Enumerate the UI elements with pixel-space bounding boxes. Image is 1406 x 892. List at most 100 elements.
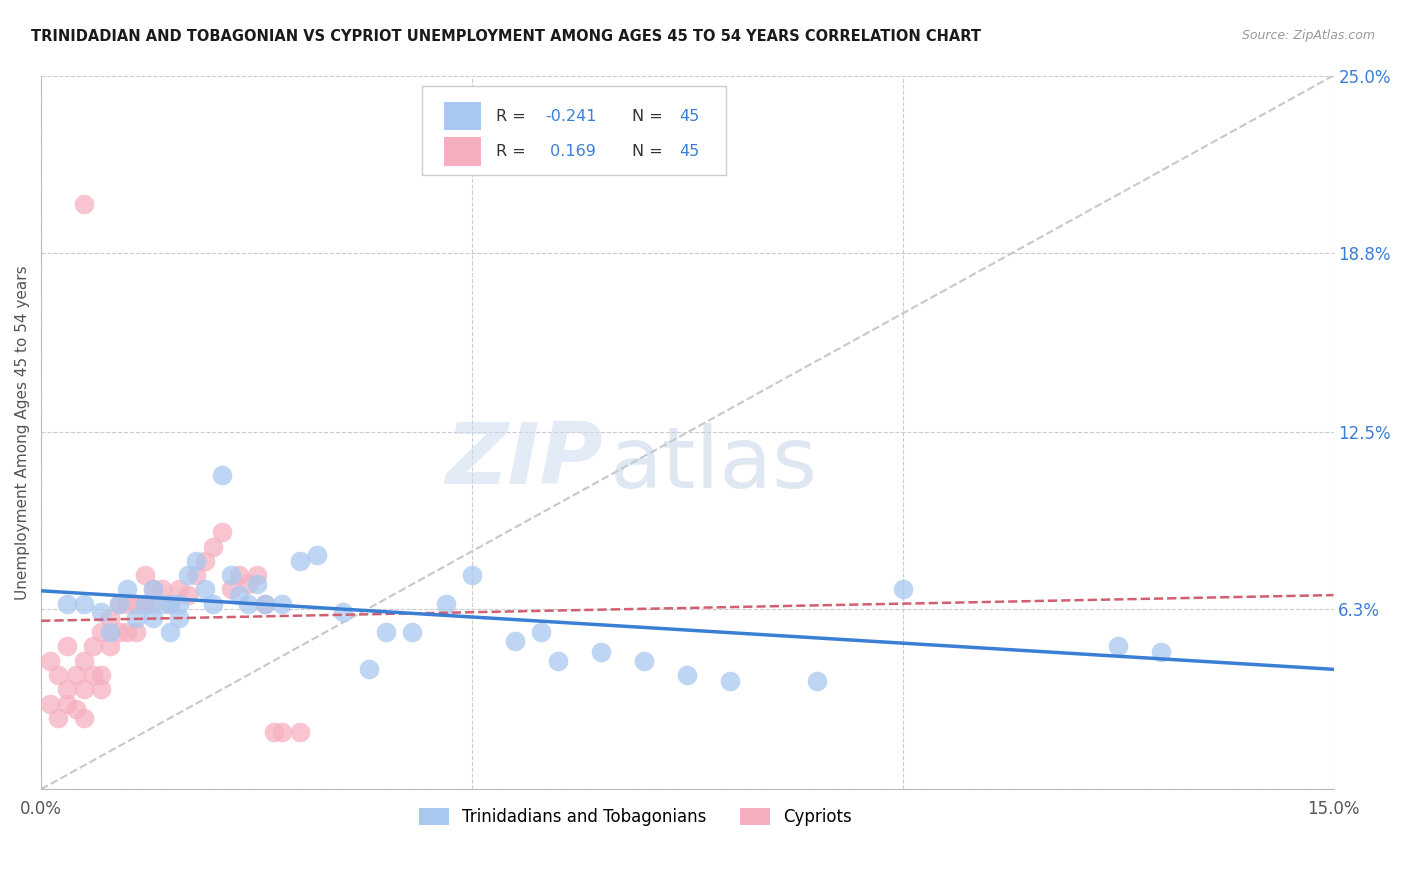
- Point: [254, 597, 277, 611]
- Point: [142, 611, 165, 625]
- Point: [159, 597, 181, 611]
- Point: [219, 568, 242, 582]
- Point: [46, 668, 69, 682]
- FancyBboxPatch shape: [422, 87, 725, 176]
- Point: [676, 668, 699, 682]
- Point: [159, 625, 181, 640]
- Point: [142, 597, 165, 611]
- Point: [107, 625, 129, 640]
- Point: [73, 197, 96, 211]
- Point: [176, 568, 198, 582]
- Point: [288, 725, 311, 739]
- Point: [202, 540, 225, 554]
- Y-axis label: Unemployment Among Ages 45 to 54 years: Unemployment Among Ages 45 to 54 years: [15, 265, 30, 599]
- Point: [202, 597, 225, 611]
- Point: [125, 625, 148, 640]
- Point: [271, 597, 294, 611]
- Point: [1107, 640, 1129, 654]
- Point: [90, 625, 112, 640]
- Point: [90, 682, 112, 697]
- Text: R =: R =: [496, 109, 531, 124]
- Point: [263, 725, 285, 739]
- Point: [167, 611, 190, 625]
- Point: [107, 597, 129, 611]
- Point: [98, 625, 121, 640]
- Point: [150, 597, 173, 611]
- Point: [38, 697, 60, 711]
- Point: [236, 576, 259, 591]
- Text: TRINIDADIAN AND TOBAGONIAN VS CYPRIOT UNEMPLOYMENT AMONG AGES 45 TO 54 YEARS COR: TRINIDADIAN AND TOBAGONIAN VS CYPRIOT UN…: [31, 29, 981, 44]
- Point: [211, 468, 233, 483]
- Point: [98, 611, 121, 625]
- Point: [134, 568, 156, 582]
- Bar: [444, 102, 481, 130]
- Point: [142, 582, 165, 597]
- Point: [65, 668, 87, 682]
- Point: [461, 568, 484, 582]
- Point: [142, 582, 165, 597]
- Point: [46, 711, 69, 725]
- Text: 45: 45: [679, 109, 700, 124]
- Point: [117, 625, 139, 640]
- Point: [219, 582, 242, 597]
- Point: [134, 597, 156, 611]
- Point: [134, 597, 156, 611]
- Point: [90, 668, 112, 682]
- Point: [245, 576, 267, 591]
- Point: [357, 662, 380, 676]
- Point: [1150, 645, 1173, 659]
- Point: [503, 633, 526, 648]
- Text: ZIP: ZIP: [446, 419, 603, 502]
- Point: [56, 682, 79, 697]
- Point: [117, 582, 139, 597]
- Point: [125, 611, 148, 625]
- Point: [98, 640, 121, 654]
- Point: [82, 640, 104, 654]
- Text: atlas: atlas: [610, 423, 818, 506]
- Point: [236, 597, 259, 611]
- Point: [125, 597, 148, 611]
- Point: [38, 654, 60, 668]
- Point: [401, 625, 423, 640]
- Point: [194, 582, 217, 597]
- Text: N =: N =: [631, 144, 668, 159]
- Point: [228, 588, 250, 602]
- Point: [73, 711, 96, 725]
- Text: 45: 45: [679, 144, 700, 159]
- Point: [186, 554, 208, 568]
- Point: [288, 554, 311, 568]
- Text: 0.169: 0.169: [546, 144, 596, 159]
- Point: [591, 645, 613, 659]
- Legend: Trinidadians and Tobagonians, Cypriots: Trinidadians and Tobagonians, Cypriots: [411, 799, 860, 834]
- Point: [245, 568, 267, 582]
- Point: [530, 625, 553, 640]
- Point: [374, 625, 396, 640]
- Point: [107, 597, 129, 611]
- Point: [90, 605, 112, 619]
- Point: [305, 548, 328, 562]
- Point: [211, 525, 233, 540]
- Point: [65, 702, 87, 716]
- Text: Source: ZipAtlas.com: Source: ZipAtlas.com: [1241, 29, 1375, 42]
- Bar: [444, 137, 481, 166]
- Point: [82, 668, 104, 682]
- Point: [73, 654, 96, 668]
- Point: [633, 654, 655, 668]
- Text: R =: R =: [496, 144, 531, 159]
- Point: [150, 582, 173, 597]
- Point: [891, 582, 914, 597]
- Text: N =: N =: [631, 109, 668, 124]
- Point: [117, 597, 139, 611]
- Point: [56, 697, 79, 711]
- Point: [56, 597, 79, 611]
- Point: [194, 554, 217, 568]
- Point: [73, 597, 96, 611]
- Point: [806, 673, 828, 688]
- Point: [434, 597, 457, 611]
- Point: [73, 682, 96, 697]
- Point: [547, 654, 569, 668]
- Point: [159, 597, 181, 611]
- Point: [254, 597, 277, 611]
- Point: [186, 568, 208, 582]
- Text: -0.241: -0.241: [546, 109, 596, 124]
